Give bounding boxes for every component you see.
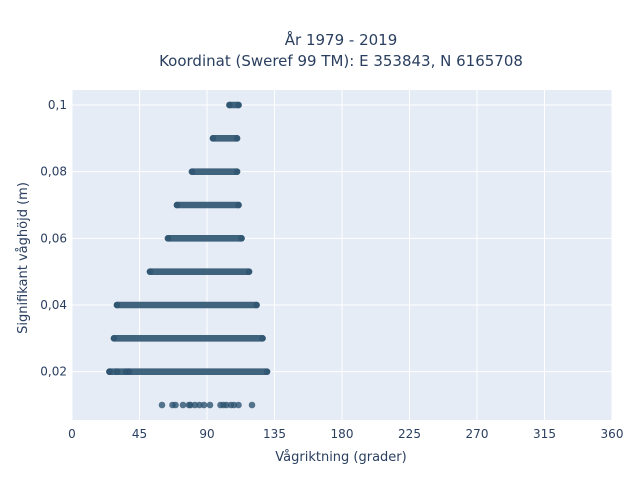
x-axis-title: Vågriktning (grader): [275, 450, 406, 465]
x-tick-label: 90: [199, 427, 214, 441]
y-axis-title: Signifikant våghöjd (m): [16, 182, 31, 334]
y-tick-label: 0,1: [48, 98, 67, 112]
data-point: [248, 401, 256, 409]
data-point: [113, 368, 121, 375]
data-point: [172, 401, 179, 409]
y-tick-label: 0,08: [40, 165, 67, 179]
y-tick-label: 0,02: [40, 365, 67, 379]
x-tick-label: 225: [398, 427, 421, 441]
x-tick-label: 315: [533, 427, 556, 441]
data-point: [235, 101, 242, 109]
data-point: [164, 235, 172, 242]
x-tick-label: 0: [68, 427, 76, 441]
data-point: [233, 168, 241, 175]
data-point: [200, 401, 208, 409]
data-point: [209, 135, 217, 142]
x-tick-label: 180: [331, 427, 354, 441]
data-point: [206, 401, 214, 409]
data-point: [146, 268, 154, 275]
data-points: [106, 101, 271, 409]
data-point: [179, 401, 187, 409]
data-point: [245, 268, 253, 275]
x-tick-label: 360: [601, 427, 624, 441]
x-tick-label: 270: [466, 427, 489, 441]
data-point: [233, 135, 241, 142]
x-tick-labels: 0 45 90 135 180 225 270 315 360: [68, 427, 623, 441]
data-point: [106, 368, 113, 375]
data-point: [263, 368, 271, 375]
y-tick-labels: 0,02 0,04 0,06 0,08 0,1: [40, 98, 67, 379]
x-tick-label: 45: [132, 427, 147, 441]
data-point: [188, 168, 196, 175]
x-grid: [71, 90, 613, 420]
data-point: [235, 401, 242, 409]
chart-title-line-2: Koordinat (Sweref 99 TM): E 353843, N 61…: [159, 52, 523, 70]
data-point: [226, 101, 233, 109]
data-point: [253, 301, 260, 309]
data-point: [259, 335, 266, 342]
data-point: [110, 335, 118, 342]
y-tick-label: 0,04: [40, 298, 67, 312]
data-point: [113, 301, 121, 309]
x-tick-label: 135: [263, 427, 286, 441]
data-point: [173, 201, 181, 209]
data-point: [158, 401, 166, 409]
chart-title-line-1: År 1979 - 2019: [285, 30, 398, 49]
data-point: [238, 235, 245, 242]
y-tick-label: 0,06: [40, 231, 67, 245]
data-point: [235, 201, 242, 209]
data-point: [125, 368, 133, 375]
